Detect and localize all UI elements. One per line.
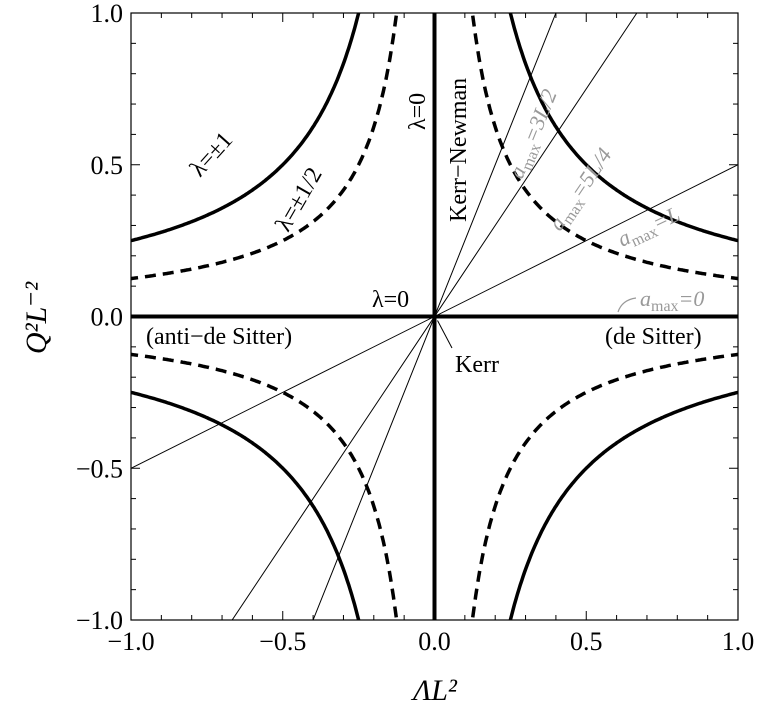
de-sitter-label: (de Sitter) bbox=[605, 324, 702, 350]
x-tick-label: 0.0 bbox=[418, 627, 451, 656]
anti-de-sitter-label: (anti−de Sitter) bbox=[146, 324, 292, 350]
y-axis-label: Q²L⁻² bbox=[20, 281, 53, 354]
kerr-label: Kerr bbox=[455, 352, 499, 378]
x-tick-label: −0.5 bbox=[259, 627, 306, 656]
lambda-pm1-curve-3 bbox=[508, 390, 738, 620]
lambda-zero-vertical-label: λ=0 bbox=[405, 93, 431, 130]
y-tick-label: −0.5 bbox=[76, 454, 123, 483]
axis-ticks: −1.0 −0.5 0.0 0.5 1.0 −1.0 −0.5 0.0 0.5 1.0 bbox=[76, 0, 754, 656]
lambda-pm1-curve-1 bbox=[508, 13, 738, 243]
amax-5L4-label: amax=5L/4 bbox=[543, 143, 619, 237]
kerr-pointer bbox=[437, 320, 453, 349]
lambda-pm-half-curve-1 bbox=[470, 13, 738, 281]
y-tick-label: 0.0 bbox=[91, 303, 124, 332]
lambda-pm1-label: λ=±1 bbox=[185, 127, 238, 182]
kerr-newman-label: Kerr−Newman bbox=[446, 78, 472, 222]
lambda-pm-half-curve-4 bbox=[131, 13, 399, 281]
x-tick-label: 0.5 bbox=[570, 627, 603, 656]
lambda-pm1-curve-4 bbox=[131, 13, 361, 243]
lambda-pm-half-curve-3 bbox=[470, 352, 738, 620]
lambda-pm1-curve-2 bbox=[131, 390, 361, 620]
y-tick-label: 1.0 bbox=[91, 0, 124, 28]
lambda-pm-half-label: λ=±1/2 bbox=[271, 163, 328, 236]
amax-zero-label: amax=0 bbox=[640, 286, 704, 315]
y-tick-label: 0.5 bbox=[91, 151, 124, 180]
x-axis-label: ΛL² bbox=[410, 674, 458, 707]
amax-zero-pointer bbox=[617, 297, 637, 313]
x-tick-label: 1.0 bbox=[722, 627, 755, 656]
chart-curves bbox=[131, 13, 738, 620]
amax-line-a-max-l bbox=[131, 164, 738, 469]
x-tick-label: −1.0 bbox=[107, 627, 154, 656]
lambda-zero-horizontal-label: λ=0 bbox=[372, 287, 409, 313]
y-tick-label: −1.0 bbox=[76, 606, 123, 635]
lambda-pm-half-curve-2 bbox=[131, 352, 399, 620]
